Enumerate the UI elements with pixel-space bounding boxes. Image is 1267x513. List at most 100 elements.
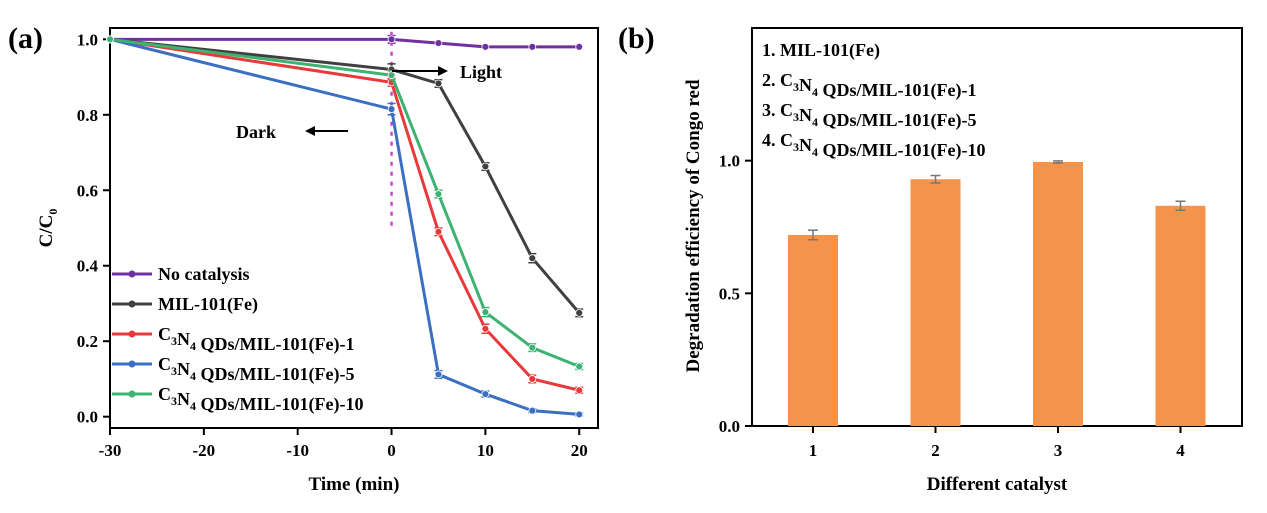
data-point bbox=[528, 254, 537, 263]
dark-label: Dark bbox=[236, 122, 276, 142]
data-point bbox=[434, 370, 443, 379]
data-point bbox=[387, 35, 396, 44]
bars-b bbox=[788, 160, 1206, 426]
legend-b-line-2: 2. C3N4 QDs/MIL-101(Fe)-1 bbox=[762, 70, 976, 101]
legend-label-4-part: QDs/MIL-101(Fe)-5 bbox=[196, 364, 354, 385]
y-axis-title-main-a: C/C bbox=[36, 215, 57, 248]
data-point bbox=[481, 162, 490, 171]
data-point bbox=[575, 362, 584, 371]
y-axis-title-a: C/C0 bbox=[36, 209, 60, 248]
legend-label-5-sub: 4 bbox=[190, 399, 196, 413]
legend-b-line-4-sub: 3 bbox=[793, 140, 799, 154]
data-point bbox=[106, 35, 114, 44]
legend-b-line-3-part: QDs/MIL-101(Fe)-5 bbox=[818, 110, 976, 131]
legend-b-line-4-sub: 4 bbox=[812, 145, 818, 159]
legend-label-3-sub: 3 bbox=[171, 334, 177, 348]
bar-3 bbox=[1033, 161, 1083, 426]
legend-b-line-3: 3. C3N4 QDs/MIL-101(Fe)-5 bbox=[762, 100, 976, 131]
legend-label-3-part: C bbox=[158, 324, 171, 344]
legend-b-line-2-part: N bbox=[799, 75, 812, 95]
series-line-5 bbox=[109, 37, 580, 368]
y-tick-label-a: 0.8 bbox=[77, 106, 98, 125]
data-point bbox=[434, 39, 443, 47]
data-point bbox=[528, 343, 537, 352]
legend-b-line-3-part: 3. C bbox=[762, 100, 793, 120]
y-axis-b: 0.0 0.5 1.0 bbox=[719, 152, 752, 436]
data-point bbox=[481, 324, 490, 333]
legend-label-5-part: C bbox=[158, 384, 171, 404]
x-tick-label-a: 20 bbox=[571, 441, 588, 460]
y-axis-title-text-b: Degradation efficiency of Congo red bbox=[683, 79, 704, 372]
legend-a: No catalysis MIL-101(Fe)C3N4 QDs/MIL-101… bbox=[112, 264, 363, 415]
legend-marker-3 bbox=[128, 330, 136, 338]
y-axis-a: 0.0 0.2 0.4 0.6 0.8 1.0 bbox=[77, 30, 110, 427]
legend-label-4-sub: 3 bbox=[171, 364, 177, 378]
legend-b-line-3-sub: 3 bbox=[793, 110, 799, 124]
legend-label-4-part: N bbox=[177, 359, 190, 379]
legend-b-line-4-part: N bbox=[799, 135, 812, 155]
x-axis-a: -30 -20 -10 0 10 20 bbox=[99, 428, 588, 460]
legend-marker-1 bbox=[128, 270, 136, 278]
y-tick-label-b: 0.0 bbox=[719, 417, 740, 436]
y-tick-label-a: 0.6 bbox=[77, 181, 98, 200]
legend-label-4-part: C bbox=[158, 354, 171, 374]
plot-frame-a bbox=[109, 27, 599, 429]
x-tick-label-b: 2 bbox=[931, 441, 940, 460]
data-point bbox=[575, 309, 584, 317]
legend-marker-5 bbox=[128, 390, 136, 398]
legend-b-line-2-part: 2. C bbox=[762, 70, 793, 90]
y-axis-title-b: Degradation efficiency of Congo red bbox=[683, 79, 704, 372]
legend-b-line-4-part: 4. C bbox=[762, 130, 793, 150]
legend-b-line-1-part: 1. MIL-101(Fe) bbox=[762, 40, 880, 61]
legend-label-4: C3N4 QDs/MIL-101(Fe)-5 bbox=[158, 354, 354, 385]
light-arrow-head bbox=[438, 66, 448, 76]
legend-marker-2 bbox=[128, 300, 136, 308]
x-axis-title-a: Time (min) bbox=[309, 474, 400, 495]
svg-text:C/C0: C/C0 bbox=[36, 209, 60, 248]
data-point bbox=[528, 375, 537, 383]
y-tick-label-a: 0.4 bbox=[77, 257, 99, 276]
data-point bbox=[528, 406, 537, 415]
y-tick-label-a: 1.0 bbox=[77, 30, 98, 49]
y-tick-label-b: 0.5 bbox=[719, 284, 740, 303]
x-axis-b: 1 2 3 4 bbox=[809, 426, 1185, 460]
series-line-4 bbox=[109, 37, 580, 416]
legend-b-line-4-part: QDs/MIL-101(Fe)-10 bbox=[818, 140, 985, 161]
x-tick-label-a: 10 bbox=[477, 441, 494, 460]
legend-label-5-part: N bbox=[177, 389, 190, 409]
y-axis-title-sub-a: 0 bbox=[46, 209, 60, 215]
x-tick-label-a: -20 bbox=[193, 441, 216, 460]
x-tick-label-a: 0 bbox=[387, 441, 396, 460]
x-tick-label-a: -10 bbox=[286, 441, 309, 460]
data-point bbox=[481, 42, 490, 51]
legend-b-line-3-part: N bbox=[799, 105, 812, 125]
legend-b-line-2-sub: 3 bbox=[793, 80, 799, 94]
bar-2 bbox=[910, 179, 961, 426]
light-label: Light bbox=[460, 62, 502, 82]
data-point bbox=[575, 386, 584, 395]
series-line-1 bbox=[110, 37, 580, 49]
legend-label-5-sub: 3 bbox=[171, 394, 177, 408]
data-point bbox=[434, 227, 443, 236]
data-point bbox=[434, 79, 443, 88]
legend-label-3-part: N bbox=[177, 329, 190, 349]
x-tick-label-b: 1 bbox=[809, 441, 818, 460]
dark-arrow-head bbox=[305, 126, 315, 136]
data-point bbox=[434, 190, 443, 198]
data-point bbox=[387, 105, 396, 114]
y-tick-label-b: 1.0 bbox=[719, 152, 740, 171]
x-tick-label-b: 3 bbox=[1054, 441, 1063, 460]
panel-label-b: (b) bbox=[618, 22, 655, 55]
legend-label-3-sub: 4 bbox=[190, 339, 196, 353]
legend-label-5: C3N4 QDs/MIL-101(Fe)-10 bbox=[158, 384, 363, 415]
legend-b-line-4: 4. C3N4 QDs/MIL-101(Fe)-10 bbox=[762, 130, 985, 161]
series-line-2 bbox=[109, 37, 581, 314]
legend-label-2: MIL-101(Fe) bbox=[158, 294, 258, 315]
series-group-a bbox=[106, 34, 584, 419]
y-tick-label-a: 0.2 bbox=[77, 332, 98, 351]
legend-b: 1. MIL-101(Fe)2. C3N4 QDs/MIL-101(Fe)-13… bbox=[762, 40, 985, 161]
series-line-3 bbox=[109, 37, 580, 392]
legend-label-2-part: MIL-101(Fe) bbox=[158, 294, 258, 315]
legend-b-line-3-sub: 4 bbox=[812, 115, 818, 129]
